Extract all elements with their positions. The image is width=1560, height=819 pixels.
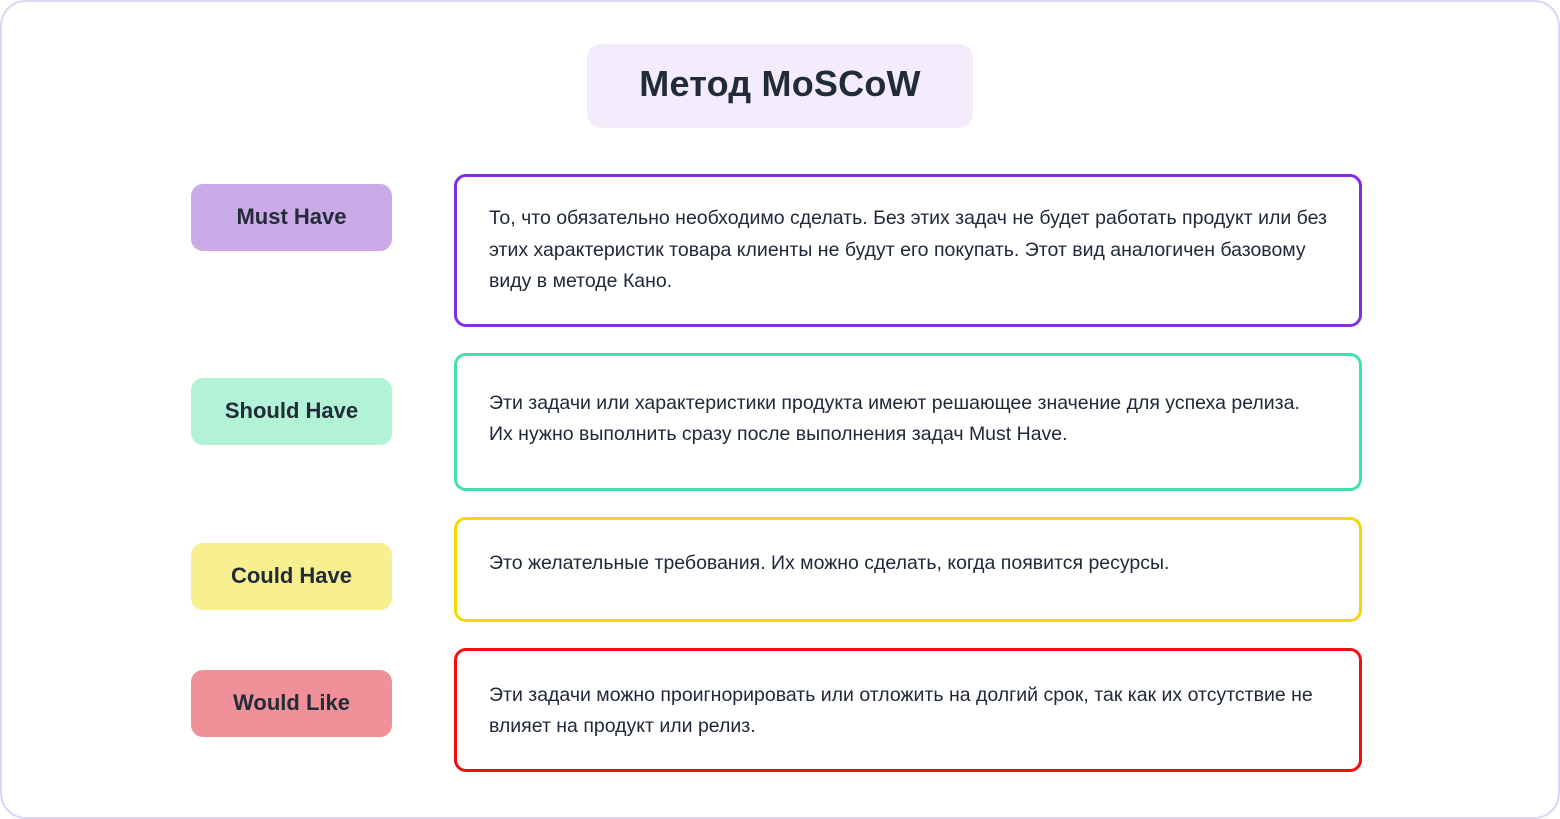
description-box-would-like: Эти задачи можно проигнорировать или отл…: [454, 647, 1362, 772]
page-title: Метод MoSCoW: [639, 63, 921, 104]
description-box-must-have: То, что обязательно необходимо сделать. …: [454, 174, 1362, 327]
priority-chip-could-have[interactable]: Could Have: [191, 542, 392, 610]
priority-chip-must-have[interactable]: Must Have: [191, 184, 392, 251]
moscow-row-could-have: Could Have Это желательные требования. И…: [191, 516, 1363, 622]
description-text-could-have: Это желательные требования. Их можно сде…: [489, 551, 1170, 574]
description-text-must-have: То, что обязательно необходимо сделать. …: [489, 207, 1327, 293]
description-text-would-like: Эти задачи можно проигнорировать или отл…: [489, 683, 1313, 738]
description-box-could-have: Это желательные требования. Их можно сде…: [454, 516, 1362, 622]
title-container: Метод MoSCoW: [2, 44, 1558, 128]
title-pill: Метод MoSCoW: [587, 44, 973, 128]
moscow-row-should-have: Should Have Эти задачи или характеристик…: [191, 352, 1363, 491]
priority-chip-would-like[interactable]: Would Like: [191, 669, 392, 737]
priority-chip-should-have[interactable]: Should Have: [191, 377, 392, 445]
moscow-row-must-have: Must Have То, что обязательно необходимо…: [191, 174, 1363, 327]
description-box-should-have: Эти задачи или характеристики продукта и…: [454, 352, 1362, 491]
moscow-rows: Must Have То, что обязательно необходимо…: [191, 174, 1363, 772]
moscow-row-would-like: Would Like Эти задачи можно проигнориров…: [191, 647, 1363, 772]
description-text-should-have: Эти задачи или характеристики продукта и…: [489, 391, 1300, 446]
